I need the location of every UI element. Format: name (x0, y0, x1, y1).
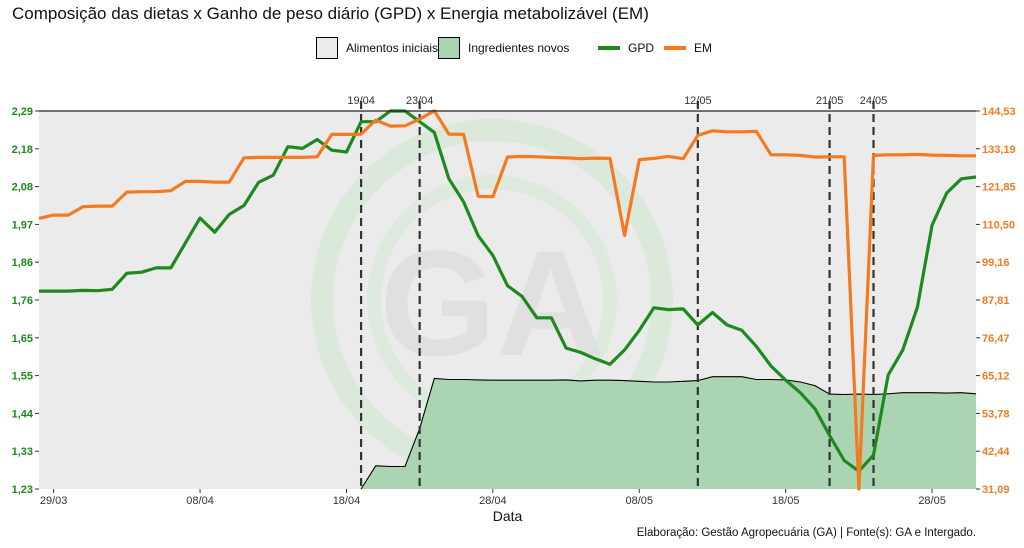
legend-item-gpd: GPD (598, 36, 654, 60)
y-right-tick-label: 99,16 (982, 257, 1010, 269)
y-left-tick-label: 2,29 (12, 106, 33, 118)
y-right-tick-label: 110,50 (982, 219, 1015, 231)
legend-key-ingredientes-novos (438, 37, 460, 59)
x-tick-label: 28/04 (479, 495, 507, 507)
event-label: 19/04 (347, 95, 375, 107)
chart-title: Composição das dietas x Ganho de peso di… (12, 4, 649, 23)
y-left-tick-label: 1,97 (12, 219, 33, 231)
event-label: 12/05 (684, 95, 712, 107)
y-left-tick-label: 2,18 (12, 144, 33, 156)
y-left-tick-label: 1,65 (12, 333, 33, 345)
event-label: 21/05 (816, 95, 844, 107)
y-left-tick-label: 1,33 (12, 446, 33, 458)
y-left-tick-label: 1,44 (12, 408, 34, 420)
x-axis-title: Data (493, 508, 523, 524)
legend-item-ingredientes-novos: Ingredientes novos (438, 36, 569, 60)
y-right-tick-label: 42,44 (982, 446, 1010, 458)
legend-label-gpd: GPD (628, 41, 655, 55)
legend-label-ingredientes-novos: Ingredientes novos (468, 41, 570, 55)
y-left-tick-label: 1,55 (12, 371, 33, 383)
x-tick-label: 28/05 (918, 495, 946, 507)
legend-label-alimentos-iniciais: Alimentos iniciais (346, 41, 439, 55)
event-label: 24/05 (860, 95, 888, 107)
y-right-tick-label: 53,78 (982, 408, 1010, 420)
y-left-tick-label: 1,76 (12, 295, 33, 307)
y-right-tick-label: 133,19 (982, 144, 1016, 156)
legend-label-em: EM (694, 41, 712, 55)
series-line-gpd (39, 109, 977, 473)
event-label: 23/04 (406, 95, 434, 107)
chart-legend: Alimentos iniciais Ingredientes novos GP… (0, 36, 1024, 62)
legend-key-gpd (598, 46, 620, 50)
x-tick-label: 29/03 (40, 495, 68, 507)
y-right-tick-label: 76,47 (982, 333, 1010, 345)
legend-item-alimentos-iniciais: Alimentos iniciais (316, 36, 438, 60)
x-tick-label: 08/05 (626, 495, 654, 507)
y-left-tick-label: 1,86 (12, 257, 33, 269)
y-left-tick-label: 2,08 (12, 182, 33, 194)
x-tick-label: 08/04 (186, 495, 214, 507)
y-left-tick-label: 1,23 (12, 484, 33, 496)
y-right-tick-label: 65,12 (982, 371, 1010, 383)
legend-item-em: EM (664, 36, 712, 60)
y-right-tick-label: 31,09 (982, 484, 1010, 496)
y-right-tick-label: 144,53 (982, 106, 1016, 118)
svg-text:GA: GA (380, 219, 605, 387)
chart-caption: Elaboração: Gestão Agropecuária (GA) | F… (636, 527, 976, 539)
x-tick-label: 18/04 (333, 495, 361, 507)
legend-key-em (664, 46, 686, 50)
y-right-tick-label: 121,85 (982, 182, 1016, 194)
area-ingredientes-novos (361, 376, 976, 489)
x-tick-label: 18/05 (772, 495, 800, 507)
series-line-em (38, 109, 976, 491)
y-right-tick-label: 87,81 (982, 295, 1010, 307)
legend-key-alimentos-iniciais (316, 37, 338, 59)
